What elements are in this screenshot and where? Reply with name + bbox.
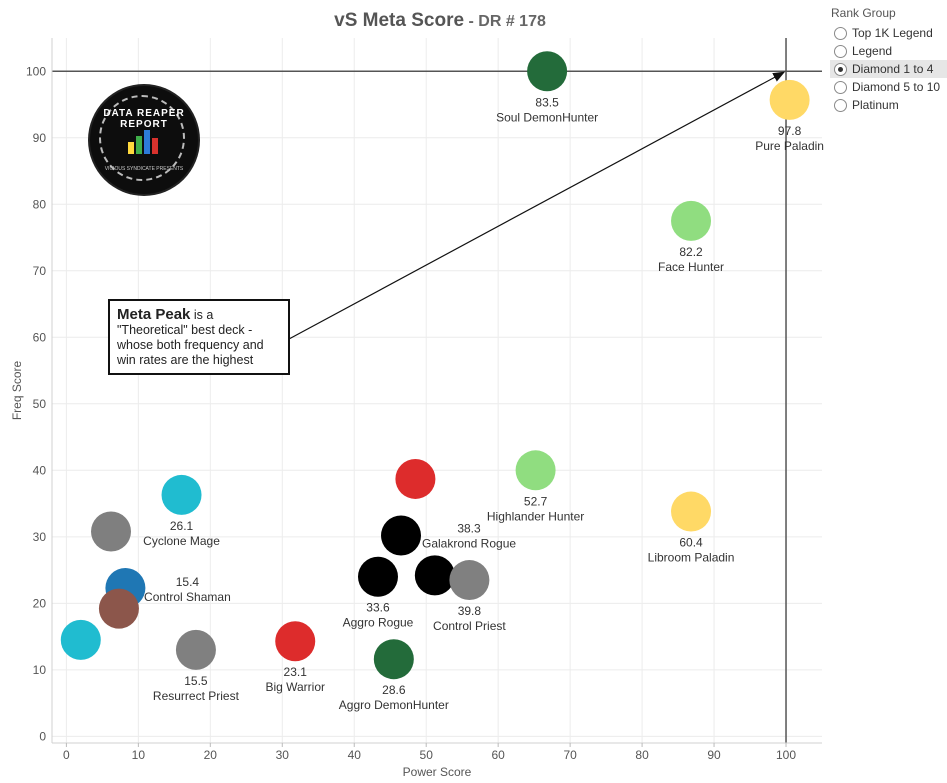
data-point bbox=[515, 450, 556, 491]
point-value-label: 60.4 bbox=[679, 536, 703, 550]
y-tick-label: 30 bbox=[33, 530, 47, 544]
x-tick-label: 10 bbox=[132, 748, 146, 762]
y-tick-label: 70 bbox=[33, 264, 47, 278]
data-point bbox=[175, 629, 216, 670]
point-name-label: Big Warrior bbox=[265, 680, 325, 694]
point-name-label: Aggro Rogue bbox=[343, 616, 414, 630]
y-tick-label: 10 bbox=[33, 663, 47, 677]
x-tick-label: 40 bbox=[348, 748, 362, 762]
data-reaper-report-logo: DATA REAPER REPORT VICIOUS SYNDICATE PRE… bbox=[90, 86, 198, 194]
data-point bbox=[275, 621, 316, 662]
legend-option-diamond-1-to-4[interactable]: Diamond 1 to 4 bbox=[830, 60, 947, 78]
legend-title: Rank Group bbox=[831, 6, 896, 20]
point-value-label: 39.8 bbox=[458, 604, 482, 618]
legend-option-label: Platinum bbox=[852, 98, 899, 112]
data-point bbox=[60, 619, 101, 660]
x-tick-label: 70 bbox=[563, 748, 577, 762]
data-point bbox=[769, 79, 810, 120]
legend-option-legend[interactable]: Legend bbox=[830, 42, 947, 60]
meta-peak-arrow bbox=[288, 71, 786, 340]
y-tick-label: 80 bbox=[33, 197, 47, 211]
x-tick-label: 60 bbox=[491, 748, 505, 762]
y-tick-label: 40 bbox=[33, 463, 47, 477]
data-point bbox=[98, 588, 139, 629]
point-name-label: Galakrond Rogue bbox=[422, 536, 516, 550]
legend-option-label: Top 1K Legend bbox=[852, 26, 933, 40]
radio-icon[interactable] bbox=[834, 44, 847, 58]
point-name-label: Pure Paladin bbox=[755, 139, 824, 153]
data-point bbox=[671, 200, 712, 241]
logo-text: DATA REAPER REPORT bbox=[103, 108, 185, 130]
data-point bbox=[373, 639, 414, 680]
point-value-label: 23.1 bbox=[284, 665, 308, 679]
rank-group-legend: Rank Group Top 1K Legend Legend Diamond 1 … bbox=[830, 6, 947, 114]
logo-bars-icon bbox=[128, 124, 162, 154]
data-point bbox=[527, 51, 568, 92]
chart-title: vS Meta Score - DR # 178 bbox=[230, 10, 650, 32]
point-name-label: Face Hunter bbox=[658, 260, 724, 274]
legend-option-label: Legend bbox=[852, 44, 893, 58]
legend-option-label: Diamond 1 to 4 bbox=[852, 62, 934, 76]
point-name-label: Control Priest bbox=[433, 619, 506, 633]
logo-ring bbox=[99, 95, 185, 181]
point-name-label: Aggro DemonHunter bbox=[339, 698, 449, 712]
point-value-label: 26.1 bbox=[170, 519, 194, 533]
point-name-label: Highlander Hunter bbox=[487, 509, 584, 523]
annotation-bold: Meta Peak bbox=[117, 306, 191, 323]
y-tick-label: 90 bbox=[33, 131, 47, 145]
radio-icon[interactable] bbox=[834, 98, 847, 112]
data-point bbox=[381, 515, 422, 556]
data-point bbox=[671, 491, 712, 532]
x-tick-label: 100 bbox=[776, 748, 796, 762]
y-tick-label: 100 bbox=[26, 64, 46, 78]
point-value-label: 97.8 bbox=[778, 124, 802, 138]
annotation-text: is a "Theoretical" best deck - whose bot… bbox=[117, 308, 264, 367]
data-point bbox=[414, 555, 455, 596]
legend-option-platinum[interactable]: Platinum bbox=[830, 96, 947, 114]
point-value-label: 82.2 bbox=[679, 245, 703, 259]
x-axis-title: Power Score bbox=[403, 765, 472, 779]
point-name-label: Control Shaman bbox=[144, 590, 231, 604]
x-tick-label: 0 bbox=[63, 748, 70, 762]
y-axis-title: Freq Score bbox=[10, 360, 24, 420]
point-value-label: 15.4 bbox=[176, 575, 200, 589]
radio-icon[interactable] bbox=[834, 26, 847, 40]
x-tick-label: 20 bbox=[204, 748, 218, 762]
radio-icon[interactable] bbox=[834, 62, 847, 76]
data-point bbox=[161, 474, 202, 515]
legend-option-diamond-5-to-10[interactable]: Diamond 5 to 10 bbox=[830, 78, 947, 96]
meta-peak-annotation: Meta Peak is a "Theoretical" best deck -… bbox=[108, 299, 290, 375]
x-tick-label: 50 bbox=[420, 748, 434, 762]
point-name-label: Soul DemonHunter bbox=[496, 110, 598, 124]
y-tick-label: 60 bbox=[33, 330, 47, 344]
x-tick-label: 80 bbox=[635, 748, 649, 762]
x-tick-label: 90 bbox=[707, 748, 721, 762]
point-name-label: Libroom Paladin bbox=[648, 551, 735, 565]
data-point bbox=[395, 458, 436, 499]
logo-subtext: VICIOUS SYNDICATE PRESENTS bbox=[104, 166, 184, 172]
data-point bbox=[357, 556, 398, 597]
point-value-label: 38.3 bbox=[457, 521, 481, 535]
point-value-label: 28.6 bbox=[382, 683, 406, 697]
point-name-label: Cyclone Mage bbox=[143, 534, 220, 548]
data-point bbox=[91, 511, 132, 552]
radio-icon[interactable] bbox=[834, 80, 847, 94]
point-name-label: Resurrect Priest bbox=[153, 689, 240, 703]
point-value-label: 15.5 bbox=[184, 674, 208, 688]
legend-option-label: Diamond 5 to 10 bbox=[852, 80, 941, 94]
legend-option-top-1k-legend[interactable]: Top 1K Legend bbox=[830, 24, 947, 42]
chart-title-main: vS Meta Score bbox=[334, 10, 465, 31]
y-tick-label: 0 bbox=[39, 729, 46, 743]
y-tick-label: 50 bbox=[33, 397, 47, 411]
point-value-label: 33.6 bbox=[366, 601, 390, 615]
data-point bbox=[449, 560, 490, 601]
y-tick-label: 20 bbox=[33, 596, 47, 610]
point-value-label: 52.7 bbox=[524, 494, 548, 508]
chart-title-sub: - DR # 178 bbox=[464, 13, 546, 30]
x-tick-label: 30 bbox=[276, 748, 290, 762]
point-value-label: 83.5 bbox=[535, 95, 559, 109]
